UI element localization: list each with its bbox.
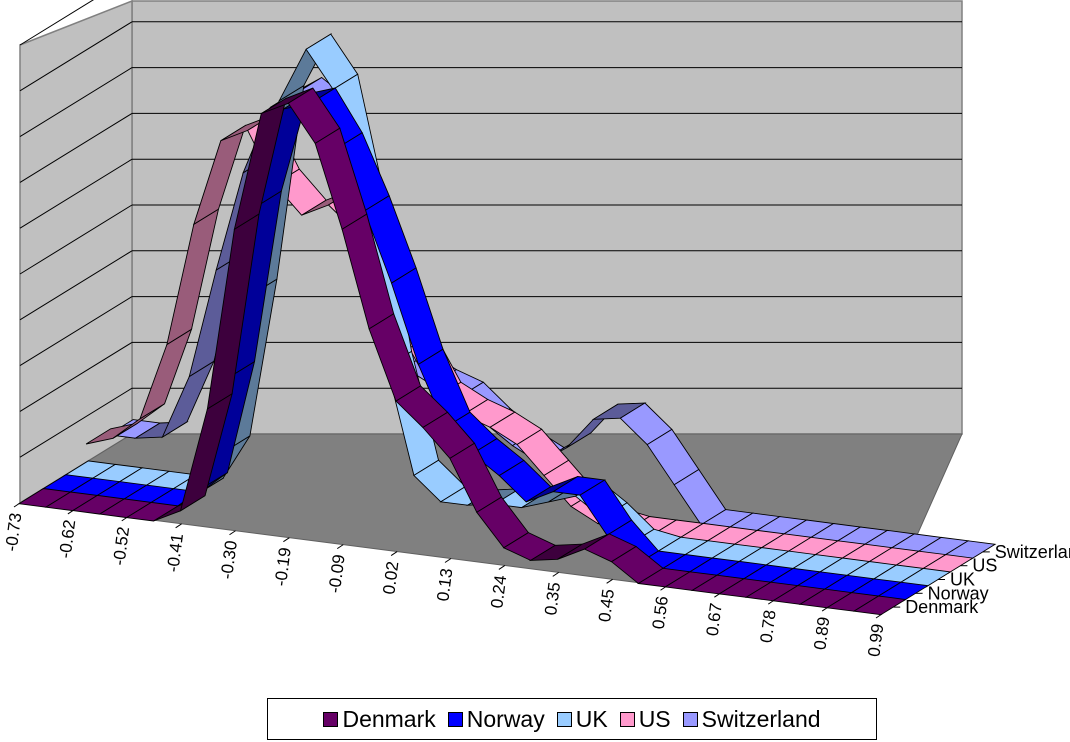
- x-tick: [444, 558, 452, 563]
- side-gridline: [19, 204, 133, 275]
- x-tick-label: -0.09: [325, 553, 349, 594]
- legend-swatch: [323, 711, 339, 727]
- legend-swatch: [682, 711, 698, 727]
- legend-item: US: [619, 705, 671, 733]
- legend-swatch: [556, 711, 572, 727]
- x-tick-label: -0.62: [56, 519, 80, 560]
- series-axis-label: UK: [950, 570, 975, 590]
- series-axis-label: Denmark: [905, 597, 979, 617]
- ribbon-norway: [39, 87, 930, 602]
- x-tick-label: 0.45: [595, 588, 618, 623]
- x-tick-label: -0.19: [271, 546, 295, 587]
- ribbon-segment: [852, 595, 907, 616]
- x-tick-label: -0.30: [217, 539, 241, 580]
- x-tick-label: 0.67: [703, 602, 726, 637]
- x-tick-label: -0.73: [2, 512, 26, 553]
- legend-label: Switzerland: [701, 705, 821, 732]
- x-tick-label: 0.35: [541, 581, 564, 616]
- side-gridline: [19, 387, 133, 458]
- side-gridline: [19, 67, 133, 138]
- x-tick-label: 0.56: [649, 595, 672, 630]
- x-tick: [714, 592, 721, 598]
- legend: Denmark Norway UK US Switzerland: [267, 698, 877, 740]
- x-tick: [175, 523, 182, 529]
- x-tick: [606, 578, 613, 584]
- legend-item: Switzerland: [682, 705, 821, 733]
- x-tick: [121, 516, 129, 522]
- x-tick-label: -0.41: [163, 532, 187, 573]
- side-gridline: [19, 341, 133, 412]
- x-tick-label: 0.24: [487, 574, 510, 609]
- series-ribbons: [17, 32, 997, 616]
- legend-item: Norway: [447, 705, 545, 733]
- x-tick: [283, 537, 290, 543]
- x-tick: [660, 585, 667, 591]
- ribbon-denmark: [17, 87, 907, 616]
- x-tick: [875, 613, 883, 619]
- series-axis-label: Switzerland: [995, 542, 1070, 562]
- legend-swatch: [447, 711, 463, 727]
- side-gridline: [19, 0, 94, 46]
- legend-swatch: [619, 711, 635, 727]
- x-tick: [552, 571, 560, 577]
- x-tick-label: 0.02: [379, 560, 402, 595]
- x-tick-label: 0.89: [810, 616, 833, 651]
- legend-label: UK: [575, 705, 608, 732]
- x-tick-label: 0.99: [864, 623, 887, 658]
- x-tick: [821, 606, 829, 612]
- legend-label: Norway: [466, 705, 545, 732]
- side-gridline: [19, 21, 133, 92]
- x-tick-label: 0.78: [757, 609, 780, 644]
- legend-label: Denmark: [342, 705, 436, 732]
- x-axis: -0.73 -0.62 -0.52 -0.41 -0.30 -0.19 -0.09 0.02 0…: [2, 502, 887, 658]
- side-gridline: [19, 112, 133, 183]
- legend-item: UK: [556, 705, 608, 733]
- x-tick: [390, 551, 398, 556]
- x-tick: [498, 565, 506, 570]
- legend-item: Denmark: [323, 705, 436, 733]
- x-tick-label: 0.13: [433, 567, 456, 602]
- x-tick: [67, 509, 75, 515]
- x-tick-label: -0.52: [109, 526, 133, 567]
- side-gridline: [19, 296, 133, 367]
- side-gridline: [19, 158, 133, 229]
- x-tick: [767, 599, 775, 605]
- series-axis-label: Norway: [928, 583, 989, 603]
- x-tick: [229, 530, 236, 536]
- x-tick: [336, 544, 344, 550]
- series-axis-label: US: [972, 556, 997, 576]
- legend-label: US: [638, 705, 671, 732]
- side-gridline: [19, 250, 133, 321]
- x-tick: [13, 502, 21, 508]
